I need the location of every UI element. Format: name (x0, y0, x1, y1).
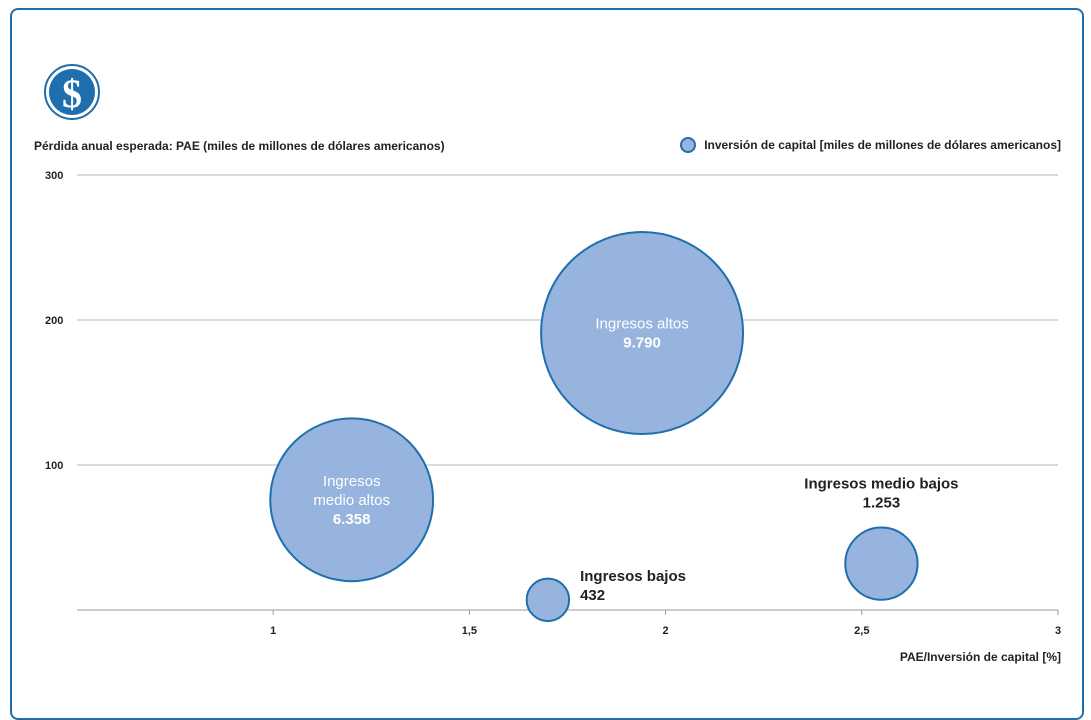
bubble (540, 231, 745, 436)
bubble-label: Ingresos altos (595, 316, 688, 333)
x-tick-label: 2 (663, 625, 669, 637)
bubble-label: 6.358 (333, 511, 371, 528)
y-tick-label: 100 (45, 460, 63, 472)
y-tick-label: 200 (45, 315, 63, 327)
x-axis-title: PAE/Inversión de capital [%] (899, 650, 1061, 664)
legend-swatch (680, 137, 697, 153)
bubble-label: Ingresos (323, 473, 381, 490)
bubble (269, 417, 435, 583)
y-axis-title: Pérdida anual esperada: PAE (miles de mi… (34, 139, 445, 153)
x-tick-label: 3 (1055, 625, 1061, 637)
bubble (525, 577, 571, 623)
bubble-label: 1.253 (863, 494, 901, 511)
x-tick-label: 1,5 (462, 625, 477, 637)
bubble-label: 432 (580, 587, 605, 604)
bubble-label: medio altos (313, 492, 390, 509)
legend-label: Inversión de capital [miles de millones … (704, 138, 1061, 152)
x-tick-label: 1 (270, 625, 276, 637)
bubble-label: Ingresos medio bajos (804, 475, 958, 492)
bubble-label: Ingresos bajos (580, 568, 686, 585)
bubble-label: 9.790 (623, 335, 661, 352)
y-tick-label: 300 (45, 170, 63, 182)
dollar-icon: $ (44, 64, 100, 120)
svg-text:$: $ (62, 71, 82, 116)
bubble (844, 526, 919, 601)
x-tick-label: 2,5 (854, 625, 869, 637)
legend: Inversión de capital [miles de millones … (680, 137, 1061, 153)
